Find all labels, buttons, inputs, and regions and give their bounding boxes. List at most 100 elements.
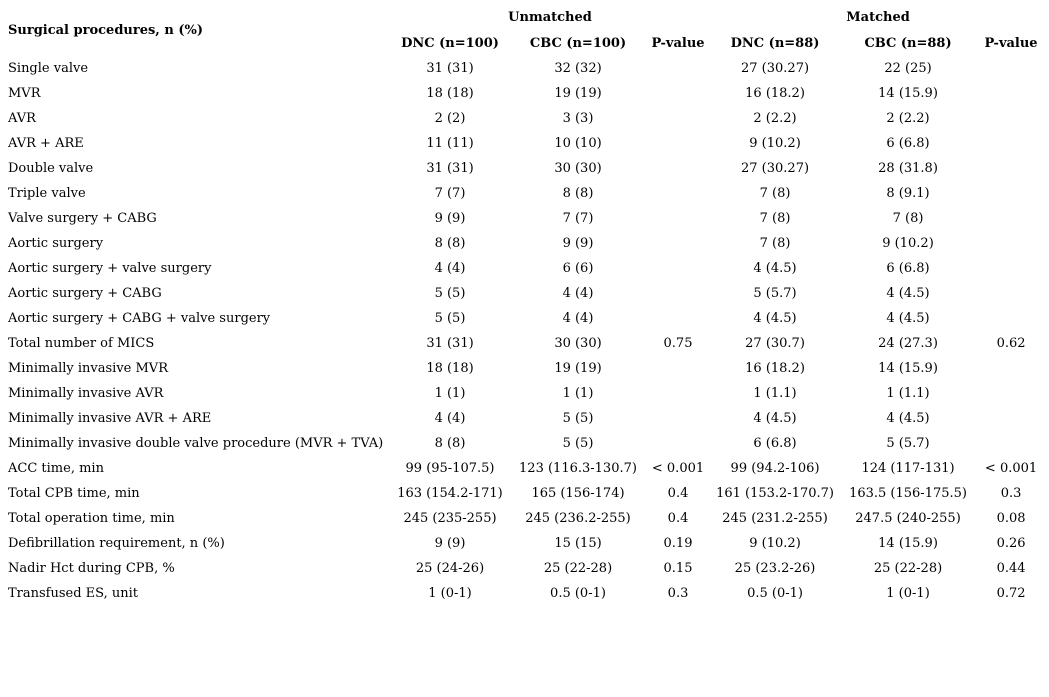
data-cell: 28 (31.8) xyxy=(878,161,938,176)
row-label: Minimally invasive double valve procedur… xyxy=(8,436,384,451)
data-cell: 0.4 xyxy=(667,486,689,501)
row-label: Defibrillation requirement, n (%) xyxy=(8,536,225,551)
data-cell: 1 (1.1) xyxy=(753,386,797,401)
table-row: Total number of MICS 31 (31) 30 (30) 0.75 27… xyxy=(0,331,1046,356)
data-cell xyxy=(646,406,710,431)
column-header-matched-cbc: CBC (n=88) xyxy=(864,35,952,51)
data-cell: 7 (8) xyxy=(759,236,791,251)
data-cell xyxy=(976,231,1046,256)
data-cell xyxy=(976,81,1046,106)
data-cell xyxy=(976,306,1046,331)
row-label: Aortic surgery + CABG xyxy=(8,286,162,301)
row-label: Total number of MICS xyxy=(8,336,155,351)
data-cell: 1 (0-1) xyxy=(428,586,472,601)
data-cell: 8 (8) xyxy=(434,436,466,451)
data-cell: 245 (235-255) xyxy=(403,511,497,526)
data-cell: 165 (156-174) xyxy=(531,486,625,501)
table-row: Transfused ES, unit 1 (0-1) 0.5 (0-1) 0.3 0.… xyxy=(0,581,1046,606)
row-label: ACC time, min xyxy=(8,461,104,476)
data-cell: 245 (231.2-255) xyxy=(722,511,828,526)
data-cell: 5 (5.7) xyxy=(886,436,930,451)
data-cell: 9 (9) xyxy=(434,536,466,551)
data-cell: 5 (5) xyxy=(562,411,594,426)
table-row: ACC time, min 99 (95-107.5) 123 (116.3-130… xyxy=(0,456,1046,481)
data-cell xyxy=(646,206,710,231)
data-cell: 14 (15.9) xyxy=(878,361,938,376)
table-row: Nadir Hct during CPB, % 25 (24-26) 25 (22-… xyxy=(0,556,1046,581)
data-cell xyxy=(646,281,710,306)
row-label: Triple valve xyxy=(8,186,86,201)
table-row: Aortic surgery + CABG 5 (5) 4 (4) 5 (5.7) 4 … xyxy=(0,281,1046,306)
data-cell: 8 (9.1) xyxy=(886,186,930,201)
table-row: AVR 2 (2) 3 (3) 2 (2.2) 2 (2.2) xyxy=(0,106,1046,131)
table-row: Aortic surgery 8 (8) 9 (9) 7 (8) 9 (10.2) xyxy=(0,231,1046,256)
data-cell: 0.5 (0-1) xyxy=(747,586,803,601)
row-label: Minimally invasive MVR xyxy=(8,361,168,376)
data-cell: 1 (1) xyxy=(562,386,594,401)
table-row: Aortic surgery + CABG + valve surgery 5 (… xyxy=(0,306,1046,331)
table-row: Total operation time, min 245 (235-255) 24… xyxy=(0,506,1046,531)
data-cell: 0.62 xyxy=(996,336,1026,351)
data-cell: 15 (15) xyxy=(554,536,602,551)
column-header-unmatched-pvalue: P-value xyxy=(651,35,705,51)
data-cell: 31 (31) xyxy=(426,161,474,176)
data-cell: 1 (0-1) xyxy=(886,586,930,601)
data-cell xyxy=(976,431,1046,456)
data-cell: 0.75 xyxy=(663,336,693,351)
row-label: Aortic surgery xyxy=(8,236,104,251)
table-row: Minimally invasive double valve procedur… xyxy=(0,431,1046,456)
data-cell: 4 (4.5) xyxy=(753,311,797,326)
data-cell: 247.5 (240-255) xyxy=(855,511,961,526)
row-label: Minimally invasive AVR + ARE xyxy=(8,411,212,426)
data-cell: 9 (10.2) xyxy=(749,536,801,551)
data-cell: 5 (5) xyxy=(434,311,466,326)
data-cell: 4 (4.5) xyxy=(886,311,930,326)
data-cell: 6 (6.8) xyxy=(886,261,930,276)
data-cell: 4 (4) xyxy=(434,261,466,276)
row-label: Minimally invasive AVR xyxy=(8,386,164,401)
data-cell: 27 (30.27) xyxy=(741,61,810,76)
data-cell: 31 (31) xyxy=(426,61,474,76)
data-cell: 5 (5.7) xyxy=(753,286,797,301)
row-label: Aortic surgery + valve surgery xyxy=(8,261,212,276)
data-cell xyxy=(976,156,1046,181)
data-cell: 30 (30) xyxy=(554,161,602,176)
data-cell: 7 (8) xyxy=(759,211,791,226)
data-cell: 123 (116.3-130.7) xyxy=(519,461,637,476)
data-cell: 4 (4.5) xyxy=(753,411,797,426)
data-cell: 0.5 (0-1) xyxy=(550,586,606,601)
group-header-unmatched: Unmatched xyxy=(508,9,592,25)
row-label: Transfused ES, unit xyxy=(8,586,139,601)
data-cell xyxy=(646,56,710,81)
data-cell xyxy=(646,381,710,406)
data-cell: 1 (1) xyxy=(434,386,466,401)
row-label: MVR xyxy=(8,86,41,101)
data-cell xyxy=(976,56,1046,81)
row-label: AVR xyxy=(8,111,36,126)
data-cell: 9 (10.2) xyxy=(749,136,801,151)
data-cell: 7 (8) xyxy=(892,211,924,226)
data-cell: 4 (4) xyxy=(562,311,594,326)
data-cell xyxy=(976,206,1046,231)
group-header-row: Surgical procedures, n (%) Unmatched Mat… xyxy=(0,4,1046,38)
data-cell xyxy=(976,106,1046,131)
data-cell: 22 (25) xyxy=(884,61,932,76)
data-cell xyxy=(646,231,710,256)
data-cell: 0.44 xyxy=(996,561,1026,576)
data-cell: 1 (1.1) xyxy=(886,386,930,401)
surgical-procedures-table: Surgical procedures, n (%) Unmatched Mat… xyxy=(0,4,1046,606)
data-cell: 14 (15.9) xyxy=(878,86,938,101)
data-cell: 14 (15.9) xyxy=(878,536,938,551)
table-body: Single valve 31 (31) 32 (32) 27 (30.27) 22 (… xyxy=(0,56,1046,606)
row-label: Aortic surgery + CABG + valve surgery xyxy=(8,311,271,326)
data-cell xyxy=(646,356,710,381)
row-label: Nadir Hct during CPB, % xyxy=(8,561,175,576)
data-cell: 31 (31) xyxy=(426,336,474,351)
data-cell: 16 (18.2) xyxy=(745,361,805,376)
column-header-unmatched-cbc: CBC (n=100) xyxy=(529,35,627,51)
data-cell: 7 (8) xyxy=(759,186,791,201)
data-cell: 4 (4.5) xyxy=(886,286,930,301)
data-cell: 6 (6) xyxy=(562,261,594,276)
data-cell: 0.19 xyxy=(663,536,693,551)
data-cell: 18 (18) xyxy=(426,86,474,101)
